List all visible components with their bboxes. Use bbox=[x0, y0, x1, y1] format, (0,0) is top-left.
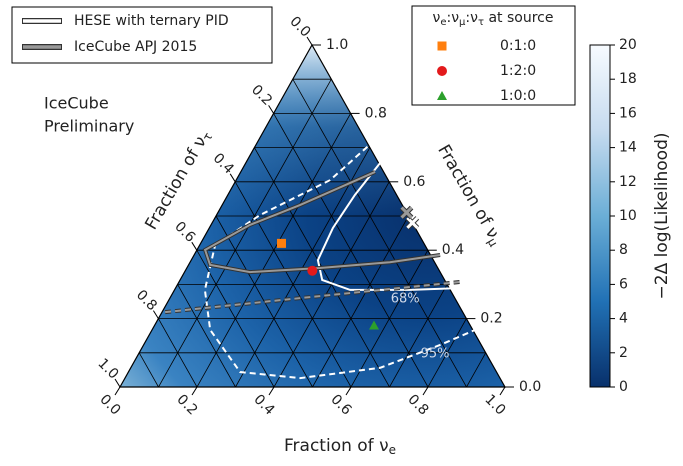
legend-title-sub: e bbox=[440, 17, 446, 28]
x-axis-label: Fraction of νe bbox=[284, 436, 396, 457]
legend-label: 1:0:0 bbox=[500, 88, 536, 104]
y-tick-label: 0.6 bbox=[403, 174, 425, 190]
x-tick-label: 0.0 bbox=[96, 391, 123, 418]
legend-box bbox=[411, 5, 576, 106]
legend-box bbox=[11, 6, 273, 64]
x-tick-label: 0.4 bbox=[250, 391, 277, 418]
colorbar-tick-label: 16 bbox=[619, 105, 637, 121]
colorbar-tick-label: 6 bbox=[619, 276, 628, 292]
legend-label: 0:1:0 bbox=[500, 38, 536, 54]
colorbar-tick-label: 10 bbox=[619, 208, 637, 224]
legend-swatch bbox=[437, 41, 447, 51]
legend-title-text: :ν bbox=[447, 10, 460, 26]
colorbar-tick-label: 2 bbox=[619, 345, 628, 361]
legend-label: HESE with ternary PID bbox=[74, 13, 229, 29]
contour-line bbox=[203, 170, 441, 274]
x-tick-label: 1.0 bbox=[481, 391, 508, 418]
tick-mark bbox=[499, 386, 506, 396]
legend-title-text: :ν bbox=[465, 10, 478, 26]
marker bbox=[307, 265, 318, 276]
legend-title-sub: τ bbox=[478, 17, 484, 28]
legend-title-text: at source bbox=[484, 10, 553, 26]
grid-line bbox=[350, 250, 429, 388]
best-fit bbox=[400, 206, 413, 219]
z-axis-label: Fraction of ντ bbox=[141, 127, 215, 234]
grid-line bbox=[389, 284, 448, 388]
legend-label: 1:2:0 bbox=[500, 63, 536, 79]
grid-line bbox=[312, 215, 409, 388]
colorbar-tick-label: 18 bbox=[619, 71, 637, 87]
label-text: Fraction of ν bbox=[141, 133, 211, 234]
z-tick-label: 0.2 bbox=[248, 82, 275, 109]
x-tick-label: 0.6 bbox=[327, 391, 354, 418]
grid-line bbox=[158, 79, 332, 388]
tick-mark bbox=[191, 241, 198, 251]
y-tick-label: 0.2 bbox=[480, 311, 502, 327]
legend-swatch bbox=[437, 91, 447, 100]
tick-mark bbox=[229, 173, 236, 183]
annotation: IceCube bbox=[44, 94, 109, 113]
legend-swatch bbox=[437, 66, 447, 76]
label-sub: e bbox=[389, 443, 396, 457]
grid bbox=[138, 78, 487, 388]
y-tick-label: 1.0 bbox=[326, 37, 348, 53]
grid-line bbox=[292, 79, 467, 388]
legend-title: νe:νμ:ντ at source bbox=[433, 10, 554, 28]
x-tick-label: 0.2 bbox=[173, 391, 200, 418]
z-tick-label: 0.0 bbox=[286, 13, 313, 40]
y-tick-label: 0.8 bbox=[365, 105, 387, 121]
x-tick-label: 0.8 bbox=[404, 391, 431, 418]
tick-mark bbox=[422, 386, 429, 396]
best-fit bbox=[406, 216, 419, 229]
tick-mark bbox=[268, 105, 275, 114]
grid-line bbox=[138, 352, 159, 388]
contour-line bbox=[203, 139, 481, 380]
contour-label: 95% bbox=[421, 346, 450, 361]
contour-line bbox=[164, 281, 461, 314]
tick-mark bbox=[114, 378, 121, 388]
label-text: Fraction of ν bbox=[433, 141, 503, 242]
colorbar-tick-label: 12 bbox=[619, 174, 637, 190]
colorbar-label: −2Δ log(Likelihood) bbox=[652, 133, 672, 300]
annotation: Preliminary bbox=[44, 117, 134, 136]
colorbar-tick-label: 0 bbox=[619, 379, 628, 395]
legend-title-text: ν bbox=[433, 10, 441, 26]
plot: 68% 95% bbox=[164, 139, 481, 380]
z-tick-label: 1.0 bbox=[94, 355, 121, 382]
marker bbox=[276, 238, 286, 248]
tick-mark bbox=[268, 386, 275, 396]
marker bbox=[369, 320, 380, 330]
colorbar-tick-label: 8 bbox=[619, 242, 628, 258]
tick-mark bbox=[191, 386, 198, 396]
tick-mark bbox=[114, 386, 121, 396]
y-tick-label: 0.4 bbox=[442, 242, 464, 258]
grid-line bbox=[215, 215, 313, 388]
legend-title-sub: μ bbox=[459, 17, 466, 28]
y-tick-label: 0.0 bbox=[519, 379, 541, 395]
grid-line bbox=[466, 352, 487, 388]
tick-mark bbox=[345, 386, 352, 396]
colorbar-tick-label: 14 bbox=[619, 140, 637, 156]
colorbar-tick-label: 4 bbox=[619, 311, 628, 327]
y-axis-label: Fraction of νμ bbox=[433, 141, 507, 249]
legend-label: IceCube APJ 2015 bbox=[74, 39, 197, 55]
label-text: Fraction of ν bbox=[284, 436, 389, 456]
contour-label: 68% bbox=[391, 291, 420, 306]
z-tick-label: 0.6 bbox=[171, 219, 198, 246]
z-tick-label: 0.8 bbox=[133, 287, 160, 314]
colorbar bbox=[589, 44, 611, 388]
z-tick-label: 0.4 bbox=[210, 150, 237, 177]
tick-mark bbox=[306, 36, 313, 46]
colorbar-tick-label: 20 bbox=[619, 37, 637, 53]
contour-line bbox=[316, 162, 456, 291]
tick-mark bbox=[152, 310, 159, 319]
grid-line bbox=[177, 284, 236, 388]
